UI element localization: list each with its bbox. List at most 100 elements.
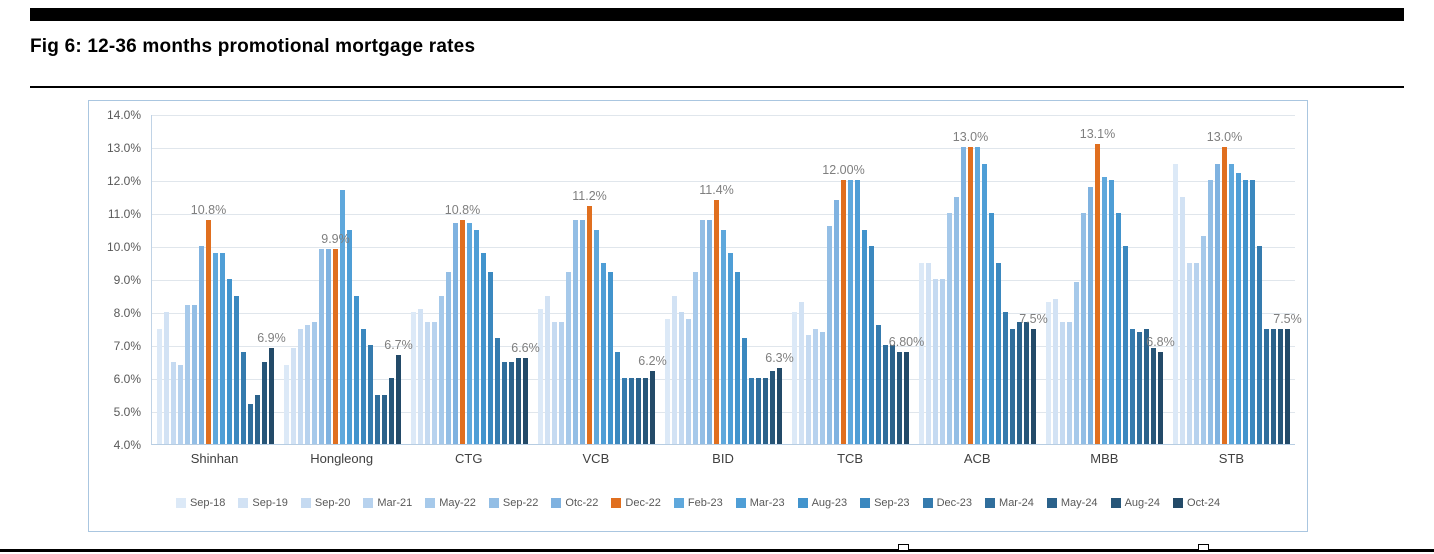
figure-title: Fig 6: 12-36 months promotional mortgage… (30, 36, 476, 57)
bar-may-22 (439, 295, 444, 444)
bar-sep-22 (319, 249, 324, 444)
bar-dec-23 (622, 378, 627, 444)
legend: Sep-18 Sep-19 Sep-20 Mar-21 May-22 Sep-22 Otc-… (89, 497, 1307, 509)
bar-group-vcb: 11.2% 6.2% (533, 115, 667, 444)
bar-dec-22: 12.00% (822, 163, 865, 444)
bar-aug-23 (1116, 213, 1121, 444)
legend-swatch-icon (488, 498, 499, 508)
x-axis-label-hongleong: Hongleong (310, 451, 374, 466)
bar-aug-24 (516, 358, 521, 444)
bar-group-bid: 11.4% 6.3% (660, 115, 794, 444)
bar-otc-22 (580, 219, 585, 444)
bar-may-22 (185, 305, 190, 444)
bar-mar-21 (178, 364, 183, 444)
legend-item-feb-23: Feb-23 (673, 497, 723, 509)
gridline (152, 181, 1295, 182)
data-label: 6.6% (511, 341, 540, 356)
y-tick-label: 10.0% (106, 240, 141, 254)
legend-swatch-icon (363, 498, 374, 508)
x-axis-label-stb: STB (1218, 451, 1245, 466)
bar-dec-22: 13.0% (953, 130, 988, 444)
bar-dec-22: 11.2% (572, 189, 607, 444)
bar-oct-24: 6.7% (384, 338, 413, 444)
bar-sep-20 (1187, 262, 1192, 444)
bar-sep-18 (792, 312, 797, 444)
bar-otc-22 (834, 199, 839, 444)
bar-sep-18 (411, 312, 416, 444)
legend-item-aug-24: Aug-24 (1110, 497, 1160, 509)
y-axis: 14.0% 13.0% 12.0% 11.0% 10.0% 9.0% 8.0% 7.0% 6.0… (101, 108, 147, 452)
bar-may-24 (382, 394, 387, 444)
data-label: 6.3% (765, 351, 794, 366)
x-axis-label-ctg: CTG (455, 451, 483, 466)
bar-mar-23 (728, 252, 733, 444)
x-axis-label-vcb: VCB (582, 451, 610, 466)
bar-dec-22: 10.8% (445, 203, 480, 444)
legend-label: Mar-21 (377, 497, 413, 509)
bar-sep-18 (538, 308, 543, 444)
data-label: 6.7% (384, 337, 413, 352)
bar-group-tcb: 12.00% 6.80% (787, 115, 924, 444)
legend-swatch-icon (735, 498, 746, 508)
legend-item-sep-22: Sep-22 (488, 497, 538, 509)
legend-label: May-24 (1060, 497, 1098, 509)
bar-sep-19 (418, 308, 423, 444)
y-tick-label: 7.0% (113, 339, 141, 353)
bar-dec-22: 10.8% (191, 203, 226, 444)
legend-item-otc-22: Otc-22 (551, 497, 598, 509)
y-tick-label: 13.0% (106, 141, 141, 155)
bar-oct-24: 6.6% (511, 341, 540, 444)
divider-notch (898, 544, 909, 551)
legend-item-may-24: May-24 (1046, 497, 1098, 509)
mortgage-rates-chart: 14.0% 13.0% 12.0% 11.0% 10.0% 9.0% 8.0% 7.0% 6.0… (88, 100, 1308, 532)
bar-aug-23 (1243, 180, 1248, 444)
bar-sep-23 (615, 351, 620, 444)
bar-feb-23 (848, 180, 853, 444)
bar-may-24 (890, 345, 895, 444)
bottom-divider (0, 544, 1434, 552)
y-tick-label: 4.0% (113, 438, 141, 452)
legend-swatch-icon (860, 498, 871, 508)
legend-item-sep-20: Sep-20 (300, 497, 350, 509)
legend-swatch-icon (1110, 498, 1121, 508)
y-tick-label: 12.0% (106, 174, 141, 188)
legend-swatch-icon (551, 498, 562, 508)
legend-swatch-icon (797, 498, 808, 508)
legend-label: May-22 (439, 497, 476, 509)
legend-swatch-icon (985, 498, 996, 508)
plot-wrapper: 14.0% 13.0% 12.0% 11.0% 10.0% 9.0% 8.0% 7.0% 6.0… (101, 108, 1302, 452)
bar-dec-23 (495, 338, 500, 444)
legend-swatch-icon (175, 498, 186, 508)
x-axis-label-acb: ACB (963, 451, 991, 466)
bar-may-22 (1201, 236, 1206, 444)
bar-group-hongleong: 9.9% 6.7% (279, 115, 413, 444)
bar-sep-23 (488, 272, 493, 444)
bar-oct-24: 6.2% (638, 354, 667, 444)
legend-swatch-icon (238, 498, 249, 508)
bar-dec-22: 13.0% (1207, 130, 1242, 444)
legend-item-aug-23: Aug-23 (797, 497, 848, 509)
bar-aug-24 (770, 371, 775, 444)
bar-feb-23 (1229, 163, 1234, 444)
data-label: 6.2% (638, 354, 667, 369)
legend-swatch-icon (611, 498, 622, 508)
bar-aug-24 (262, 361, 267, 444)
gridline (152, 214, 1295, 215)
bar-oct-24: 6.3% (765, 351, 794, 444)
bar-sep-20 (806, 335, 811, 444)
bar-may-24 (1144, 328, 1149, 444)
legend-label: Feb-23 (687, 497, 723, 509)
y-tick-label: 11.0% (107, 207, 141, 221)
bar-dec-23 (1003, 312, 1008, 444)
bar-sep-22 (1208, 180, 1213, 444)
bar-dec-23 (241, 351, 246, 444)
data-label: 12.00% (822, 163, 865, 177)
legend-label: Aug-23 (811, 497, 848, 509)
legend-swatch-icon (673, 498, 684, 508)
legend-label: Oct-24 (1187, 497, 1221, 509)
bar-group-ctg: 10.8% 6.6% (406, 115, 540, 444)
bar-may-22 (947, 213, 952, 444)
legend-item-mar-23: Mar-23 (735, 497, 785, 509)
bar-dec-23 (749, 378, 754, 444)
bar-sep-20 (298, 328, 303, 444)
